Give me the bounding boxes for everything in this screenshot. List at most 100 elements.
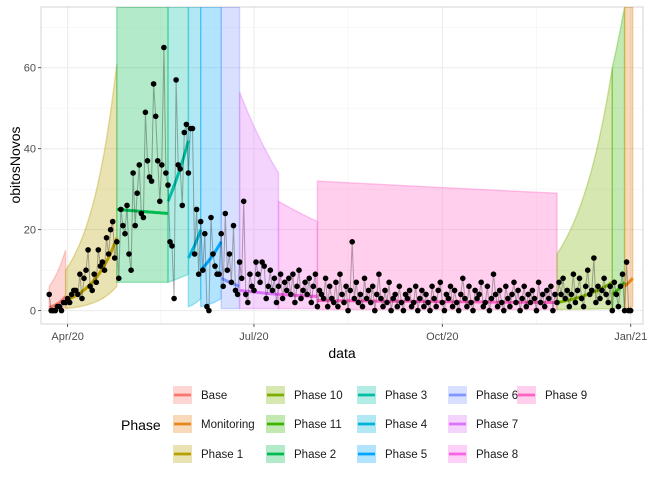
data-point bbox=[343, 283, 349, 290]
fit-line-phase-4 bbox=[187, 229, 203, 259]
data-point bbox=[210, 251, 216, 257]
legend-label: Phase 3 bbox=[385, 390, 427, 402]
legend-label: Phase 2 bbox=[294, 449, 336, 461]
data-point bbox=[288, 291, 294, 298]
data-point bbox=[122, 230, 128, 237]
y-axis-title: obitosNovos bbox=[7, 126, 23, 203]
data-point bbox=[529, 287, 536, 294]
data-point bbox=[521, 283, 527, 290]
data-point bbox=[154, 158, 161, 164]
data-point bbox=[523, 303, 530, 310]
data-point bbox=[449, 303, 456, 310]
data-point bbox=[605, 299, 611, 306]
data-point bbox=[292, 299, 298, 306]
data-point bbox=[302, 279, 308, 286]
data-point bbox=[478, 279, 485, 286]
legend-title: Phase bbox=[121, 417, 161, 433]
data-point bbox=[404, 295, 411, 302]
legend-label: Phase 1 bbox=[201, 449, 243, 461]
data-point bbox=[247, 271, 253, 278]
data-point bbox=[455, 307, 462, 314]
data-point bbox=[206, 307, 212, 314]
data-point bbox=[124, 202, 130, 209]
data-point bbox=[144, 158, 151, 164]
data-point bbox=[185, 170, 192, 176]
data-point bbox=[591, 255, 597, 261]
legend-label: Phase 6 bbox=[476, 390, 518, 402]
data-point bbox=[93, 279, 100, 286]
data-point bbox=[314, 303, 321, 310]
data-point bbox=[320, 295, 327, 302]
data-point bbox=[181, 129, 188, 136]
data-point bbox=[353, 279, 360, 286]
data-point bbox=[511, 279, 517, 286]
data-point bbox=[159, 162, 165, 168]
data-point bbox=[441, 307, 448, 314]
ribbon-phase-11 bbox=[611, 7, 626, 310]
data-point bbox=[468, 299, 474, 306]
data-point bbox=[472, 287, 478, 294]
data-point bbox=[417, 295, 423, 302]
data-point bbox=[89, 287, 95, 294]
data-point bbox=[627, 307, 634, 314]
data-point bbox=[298, 295, 304, 302]
data-point bbox=[109, 218, 116, 225]
data-point bbox=[333, 279, 339, 286]
data-point bbox=[507, 303, 513, 310]
x-tick-label: Jul/20 bbox=[239, 331, 268, 343]
x-axis-title: data bbox=[328, 345, 355, 361]
fit-line-phase-1 bbox=[65, 237, 119, 302]
data-point bbox=[283, 287, 290, 294]
data-point bbox=[120, 222, 126, 229]
data-point bbox=[173, 77, 179, 83]
legend-item-phase-5: Phase 5 bbox=[357, 445, 427, 463]
data-point bbox=[429, 283, 435, 290]
legend-label: Phase 10 bbox=[294, 390, 343, 402]
data-point bbox=[501, 307, 507, 314]
data-point bbox=[269, 287, 276, 294]
data-point bbox=[163, 170, 169, 176]
legend-label: Phase 11 bbox=[294, 419, 342, 431]
data-point bbox=[324, 303, 331, 310]
data-point bbox=[66, 299, 73, 306]
data-point bbox=[517, 307, 523, 314]
data-point bbox=[554, 299, 560, 306]
y-tick-label: 40 bbox=[24, 144, 36, 156]
data-point bbox=[171, 295, 177, 302]
data-point bbox=[116, 275, 122, 282]
data-point bbox=[589, 287, 595, 294]
data-point bbox=[200, 267, 206, 274]
data-point bbox=[212, 263, 218, 269]
data-point bbox=[286, 275, 292, 282]
data-point bbox=[531, 295, 538, 302]
data-point bbox=[46, 291, 52, 298]
data-point bbox=[79, 295, 85, 302]
legend-item-monitoring: Monitoring bbox=[173, 415, 255, 433]
data-point bbox=[533, 307, 540, 314]
data-point bbox=[263, 295, 270, 302]
data-point bbox=[453, 299, 460, 306]
data-point bbox=[386, 279, 392, 286]
legend-item-phase-4: Phase 4 bbox=[357, 415, 428, 433]
legend-item-phase-3: Phase 3 bbox=[357, 386, 427, 404]
data-point bbox=[564, 287, 570, 294]
data-point bbox=[351, 295, 358, 302]
data-point bbox=[363, 295, 370, 302]
data-point bbox=[128, 267, 134, 274]
data-point bbox=[216, 271, 222, 278]
grid-minor bbox=[41, 7, 643, 324]
data-point bbox=[103, 235, 110, 241]
data-point bbox=[484, 283, 491, 290]
data-point bbox=[384, 299, 390, 306]
data-point bbox=[558, 291, 564, 298]
x-tick-label: Jan/21 bbox=[614, 331, 647, 343]
data-point bbox=[157, 198, 163, 205]
fit-line-phase-3 bbox=[166, 140, 190, 202]
data-point bbox=[300, 287, 306, 294]
data-point bbox=[126, 251, 132, 257]
data-point bbox=[394, 303, 401, 310]
data-point bbox=[202, 230, 208, 237]
data-point bbox=[509, 291, 515, 298]
data-point bbox=[83, 267, 89, 274]
data-point bbox=[337, 271, 343, 278]
